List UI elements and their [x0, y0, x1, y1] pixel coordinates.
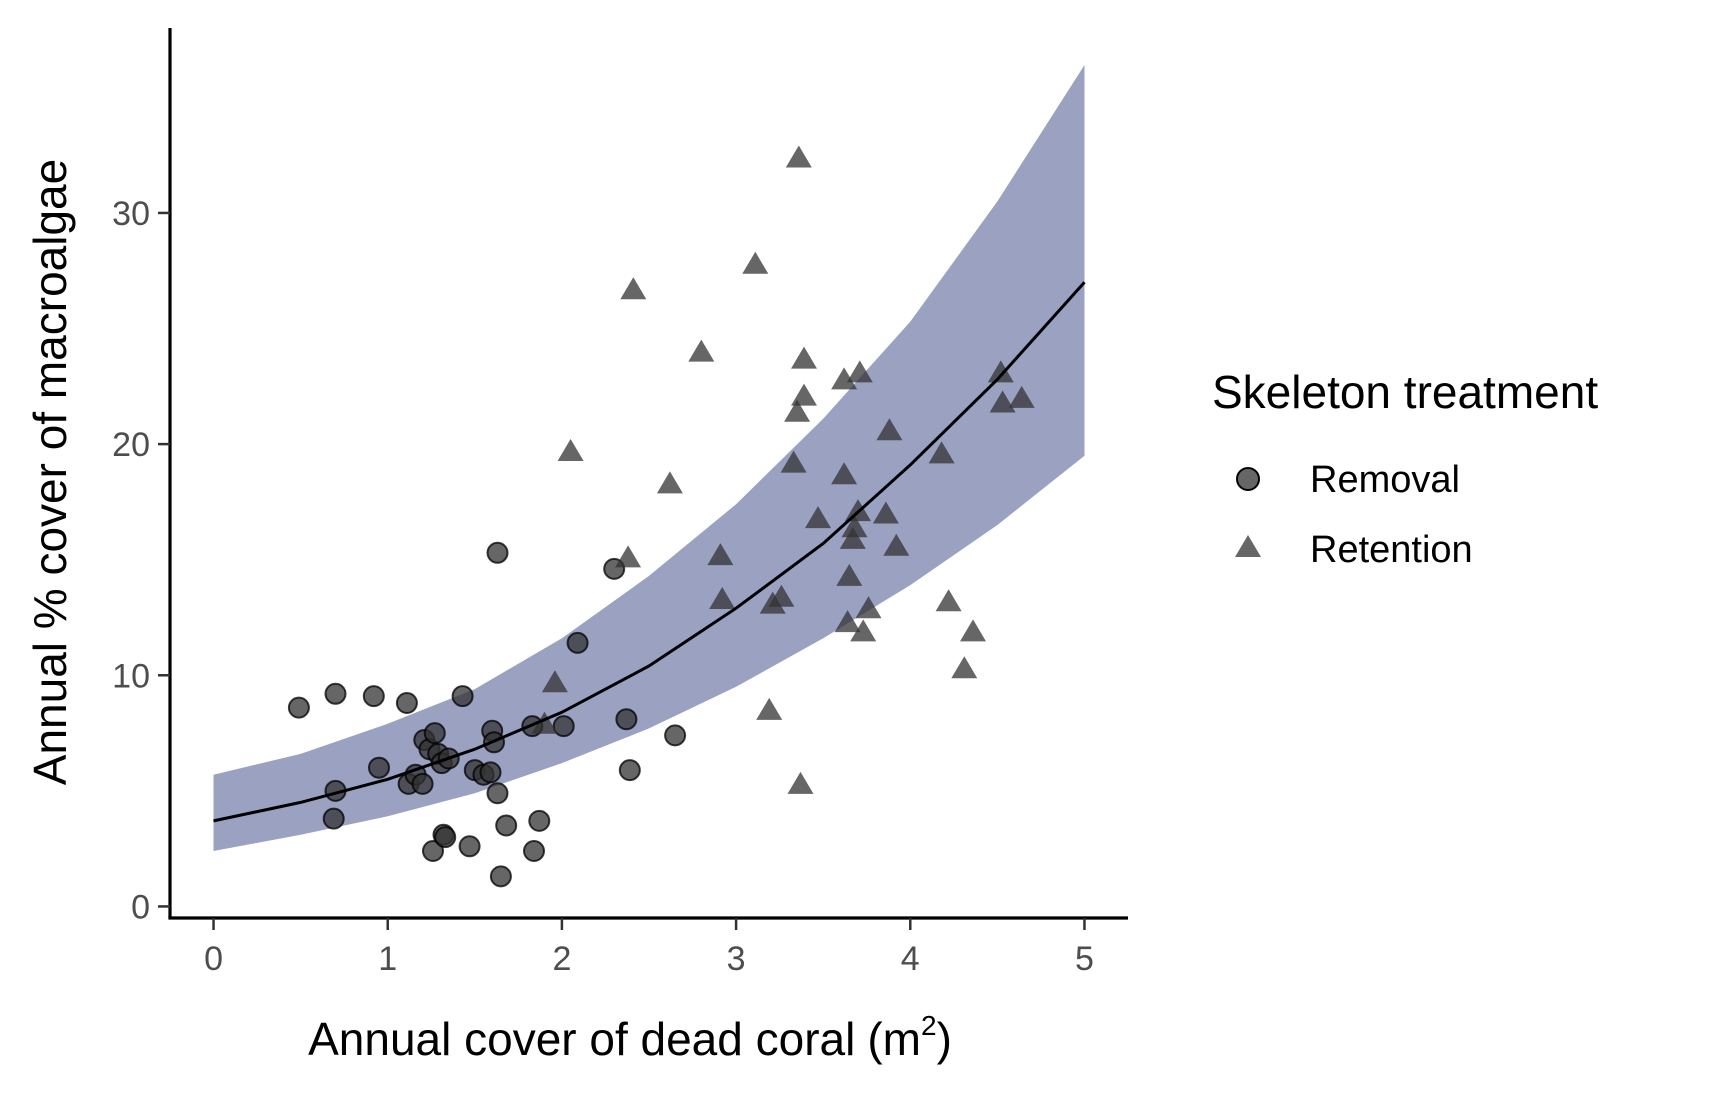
point-retention	[805, 506, 831, 529]
y-axis-ticks: 0 10 20 30	[112, 195, 170, 926]
plot-area	[213, 65, 1086, 888]
point-removal	[434, 826, 457, 849]
point-retention	[615, 545, 642, 568]
point-retention	[935, 589, 962, 612]
point-retention	[846, 360, 873, 383]
point-retention	[928, 441, 955, 464]
point-retention	[951, 656, 978, 679]
point-removal	[458, 835, 481, 858]
x-tick-label: 4	[901, 940, 920, 978]
y-tick-label: 30	[112, 195, 150, 233]
point-removal	[324, 682, 347, 705]
point-removal	[664, 724, 687, 747]
point-removal	[552, 715, 575, 738]
point-removal	[523, 840, 545, 862]
y-tick-label: 10	[112, 657, 150, 695]
point-removal	[489, 865, 512, 888]
point-retention	[541, 670, 568, 693]
point-removal	[422, 840, 444, 862]
point-removal	[495, 814, 518, 837]
point-removal	[287, 696, 310, 719]
point-retention	[742, 251, 769, 274]
point-removal	[528, 809, 551, 832]
point-retention	[688, 339, 715, 362]
point-retention	[531, 711, 558, 734]
y-tick-label: 0	[131, 888, 150, 926]
point-retention	[883, 533, 910, 556]
point-retention	[850, 619, 877, 642]
point-retention	[620, 277, 647, 300]
point-removal	[566, 631, 589, 654]
point-removal	[618, 759, 641, 782]
legend-label-retention: Retention	[1310, 529, 1473, 571]
point-retention	[787, 771, 814, 794]
x-tick-label: 2	[552, 940, 571, 978]
point-retention	[960, 619, 986, 642]
point-retention	[831, 462, 858, 485]
point-retention	[836, 563, 863, 586]
point-retention	[557, 439, 584, 461]
legend-key-removal	[1236, 467, 1260, 491]
point-retention	[839, 526, 866, 549]
point-retention	[841, 515, 868, 538]
point-removal	[423, 722, 446, 745]
point-removal	[486, 541, 509, 564]
point-removal	[411, 772, 434, 795]
point-retention	[876, 418, 903, 441]
x-tick-label: 1	[378, 940, 397, 978]
point-removal	[615, 708, 638, 731]
point-retention	[834, 610, 861, 633]
point-removal	[368, 756, 390, 779]
point-retention	[872, 501, 899, 524]
x-axis-ticks: 0 1 2 3 4 5	[204, 918, 1094, 978]
legend: Skeleton treatment Removal Retention	[1212, 366, 1598, 571]
y-tick-label: 20	[112, 426, 150, 464]
point-retention	[791, 346, 817, 369]
point-removal	[322, 807, 345, 830]
y-axis-title: Annual % cover of macroalgae	[24, 159, 76, 785]
point-retention	[707, 543, 734, 566]
legend-key-retention	[1235, 535, 1261, 557]
x-tick-label: 3	[727, 940, 746, 978]
point-retention	[656, 471, 683, 494]
point-retention	[780, 450, 807, 473]
point-retention	[989, 390, 1016, 413]
legend-label-removal: Removal	[1310, 459, 1460, 501]
point-retention	[987, 360, 1014, 383]
point-retention	[709, 587, 736, 609]
point-retention	[855, 596, 882, 619]
point-retention	[1008, 385, 1035, 408]
x-axis-title: Annual cover of dead coral (m2)	[308, 1010, 952, 1065]
point-removal	[395, 692, 418, 714]
data-points	[287, 145, 1035, 888]
point-retention	[756, 697, 783, 720]
legend-title: Skeleton treatment	[1212, 366, 1598, 418]
point-retention	[785, 145, 812, 168]
point-removal	[479, 761, 502, 784]
confidence-ribbon	[213, 65, 1085, 851]
point-removal	[451, 685, 474, 708]
point-retention	[768, 584, 795, 607]
point-retention	[831, 367, 858, 390]
point-retention	[791, 383, 817, 406]
x-tick-label: 0	[204, 940, 223, 978]
fit-line	[213, 281, 1086, 823]
x-tick-label: 5	[1075, 940, 1094, 978]
point-retention	[784, 399, 811, 422]
point-removal	[362, 685, 385, 708]
point-removal	[486, 782, 509, 805]
